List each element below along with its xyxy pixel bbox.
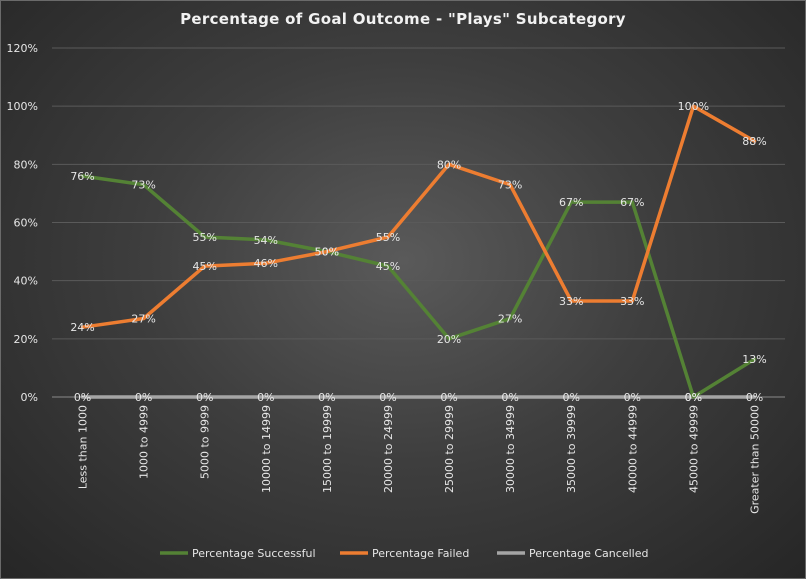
data-label: 0% (440, 391, 457, 404)
data-label: 33% (620, 295, 644, 308)
data-label: 73% (131, 179, 155, 192)
legend-label: Percentage Successful (192, 547, 316, 560)
x-tick-label: 25000 to 29999 (443, 405, 456, 493)
data-label: 45% (192, 260, 216, 273)
data-label: 50% (315, 246, 339, 259)
x-tick-label: 5000 to 9999 (199, 405, 212, 479)
data-label: 55% (376, 231, 400, 244)
data-label: 20% (437, 333, 461, 346)
data-label: 27% (498, 312, 522, 325)
data-label: 0% (562, 391, 579, 404)
data-label: 67% (559, 196, 583, 209)
y-tick-label: 80% (14, 158, 38, 171)
data-label: 76% (70, 170, 94, 183)
series-line (80, 174, 757, 399)
data-label: 0% (318, 391, 335, 404)
data-label: 0% (379, 391, 396, 404)
data-label: 67% (620, 196, 644, 209)
y-tick-label: 100% (7, 100, 38, 113)
series-lines (80, 104, 757, 399)
data-label: 45% (376, 260, 400, 273)
y-tick-label: 40% (14, 275, 38, 288)
x-tick-label: Greater than 50000 (748, 405, 761, 514)
series-line (80, 104, 757, 329)
data-label: 88% (742, 135, 766, 148)
x-tick-label: Less than 1000 (77, 405, 90, 489)
legend: Percentage Successful Percentage Failed Pe… (160, 547, 648, 560)
data-label: 24% (70, 321, 94, 334)
x-tick-label: 15000 to 19999 (321, 405, 334, 493)
legend-item: Percentage Successful (160, 547, 316, 560)
legend-item: Percentage Cancelled (497, 547, 648, 560)
x-tick-label: 35000 to 39999 (565, 405, 578, 493)
legend-item: Percentage Failed (340, 547, 469, 560)
y-axis: 0% 20% 40% 60% 80% 100% 120% (7, 42, 38, 404)
x-tick-label: 40000 to 44999 (626, 405, 639, 493)
y-tick-label: 20% (14, 333, 38, 346)
x-tick-label: 20000 to 24999 (382, 405, 395, 493)
data-label: 100% (678, 100, 709, 113)
y-tick-label: 120% (7, 42, 38, 55)
data-label: 0% (74, 391, 91, 404)
data-label: 33% (559, 295, 583, 308)
data-label: 27% (131, 312, 155, 325)
gridlines (52, 47, 785, 398)
x-tick-label: 45000 to 49999 (687, 405, 700, 493)
data-label: 55% (192, 231, 216, 244)
y-tick-label: 60% (14, 217, 38, 230)
data-label: 46% (254, 257, 278, 270)
data-label: 0% (501, 391, 518, 404)
x-tick-label: 10000 to 14999 (260, 405, 273, 493)
data-label: 50% (315, 246, 339, 259)
x-tick-label: 1000 to 4999 (138, 405, 151, 479)
data-label: 80% (437, 158, 461, 171)
data-label: 0% (257, 391, 274, 404)
x-tick-label: 30000 to 34999 (504, 405, 517, 493)
legend-label: Percentage Cancelled (529, 547, 648, 560)
y-tick-label: 0% (21, 391, 38, 404)
data-label: 0% (135, 391, 152, 404)
data-label: 0% (685, 391, 702, 404)
data-labels: 76% 73% 55% 54% 50% 45% 20% 27% 67% 67% 0% 13% 24% 27… (70, 100, 766, 404)
data-label: 0% (685, 391, 702, 404)
chart-title: Percentage of Goal Outcome - "Plays" Sub… (180, 10, 626, 28)
data-label: 73% (498, 179, 522, 192)
data-label: 13% (742, 353, 766, 366)
data-label: 0% (746, 391, 763, 404)
data-label: 0% (196, 391, 213, 404)
data-label: 54% (254, 234, 278, 247)
data-label: 0% (624, 391, 641, 404)
legend-label: Percentage Failed (372, 547, 469, 560)
x-axis: Less than 1000 1000 to 4999 5000 to 9999 10… (77, 405, 762, 514)
